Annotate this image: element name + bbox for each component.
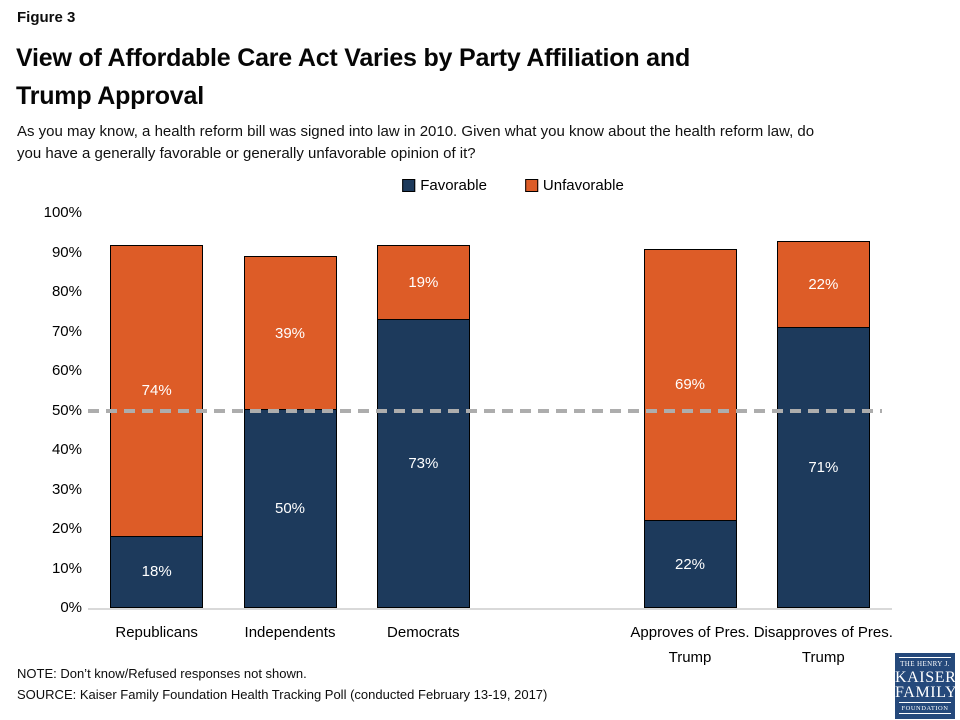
y-axis-tick-70: 70% <box>51 322 82 340</box>
logo-text-line4: FOUNDATION <box>899 702 951 714</box>
bar-segment-favorable-republicans: 18% <box>110 535 204 608</box>
bar-segment-unfavorable-approves-of-pres-trump: 69% <box>643 248 737 522</box>
x-axis-label-approves-of-pres-trump: Approves of Pres. Trump <box>630 624 750 666</box>
bar-approves-of-pres-trump: 69% 22% <box>643 248 737 608</box>
x-axis-label-republicans: Republicans <box>115 624 198 641</box>
y-axis-tick-100: 100% <box>43 204 82 221</box>
logo-text-line3: FAMILY <box>895 684 958 701</box>
bar-segment-favorable-independents: 50% <box>243 409 337 608</box>
bar-value-favorable-democrats: 73% <box>408 454 439 472</box>
bar-value-favorable-republicans: 18% <box>141 563 172 581</box>
x-axis-line <box>88 608 892 610</box>
bar-republicans: 74% 18% <box>110 244 204 608</box>
legend-swatch-unfavorable <box>524 179 538 192</box>
legend-item-unfavorable: Unfavorable <box>524 177 624 194</box>
logo-text-line1: THE HENRY J. <box>899 657 951 668</box>
bar-segment-unfavorable-disapproves-of-pres-trump: 22% <box>776 240 870 328</box>
bar-democrats: 19% 73% <box>376 244 470 608</box>
logo-text-line2: KAISER <box>895 669 957 686</box>
legend-label-favorable: Favorable <box>420 177 487 194</box>
bar-value-favorable-approves-of-pres-trump: 22% <box>674 555 706 573</box>
bar-segment-favorable-approves-of-pres-trump: 22% <box>643 520 737 608</box>
bar-segment-unfavorable-republicans: 74% <box>110 244 204 537</box>
x-axis-label-democrats: Democrats <box>387 624 460 641</box>
y-axis-tick-30: 30% <box>51 480 82 498</box>
bar-segment-favorable-democrats: 73% <box>376 318 470 608</box>
y-axis-tick-0: 0% <box>60 599 82 616</box>
y-axis-tick-80: 80% <box>51 283 82 300</box>
bar-independents: 39% 50% <box>243 256 337 608</box>
legend-item-favorable: Favorable <box>402 177 487 194</box>
footer-note: NOTE: Don’t know/Refused responses not s… <box>17 666 307 681</box>
bar-value-unfavorable-approves-of-pres-trump: 69% <box>674 376 706 394</box>
kaiser-family-foundation-logo: THE HENRY J. KAISER FAMILY FOUNDATION <box>895 653 958 719</box>
x-axis-label-disapproves-of-pres-trump: Disapproves of Pres. Trump <box>753 624 893 666</box>
reference-line-50-percent <box>88 408 882 413</box>
bar-segment-favorable-disapproves-of-pres-trump: 71% <box>776 326 870 608</box>
figure-label: Figure 3 <box>17 9 76 26</box>
bar-value-favorable-independents: 50% <box>274 500 306 518</box>
bar-disapproves-of-pres-trump: 22% 71% <box>776 240 870 608</box>
bar-value-unfavorable-democrats: 19% <box>408 273 439 291</box>
chart-subtitle: As you may know, a health reform bill wa… <box>17 123 815 162</box>
y-axis-tick-50: 50% <box>51 401 82 419</box>
chart-legend: Favorable Unfavorable <box>402 177 624 194</box>
y-axis-tick-90: 90% <box>51 243 82 261</box>
y-axis-tick-60: 60% <box>51 362 82 379</box>
y-axis-tick-20: 20% <box>51 520 82 537</box>
y-axis-tick-10: 10% <box>51 559 82 577</box>
footer-source: SOURCE: Kaiser Family Foundation Health … <box>17 687 548 702</box>
legend-label-unfavorable: Unfavorable <box>542 177 624 194</box>
legend-swatch-favorable <box>402 179 416 192</box>
bar-segment-unfavorable-independents: 39% <box>243 256 337 411</box>
bar-segment-unfavorable-democrats: 19% <box>376 244 470 320</box>
bar-value-unfavorable-independents: 39% <box>274 324 306 342</box>
x-axis-label-independents: Independents <box>244 624 336 641</box>
y-axis-tick-40: 40% <box>51 441 82 458</box>
chart-title: View of Affordable Care Act Varies by Pa… <box>16 44 691 110</box>
bar-value-favorable-disapproves-of-pres-trump: 71% <box>808 458 839 476</box>
bar-value-unfavorable-republicans: 74% <box>141 382 172 400</box>
bar-value-unfavorable-disapproves-of-pres-trump: 22% <box>808 275 839 293</box>
